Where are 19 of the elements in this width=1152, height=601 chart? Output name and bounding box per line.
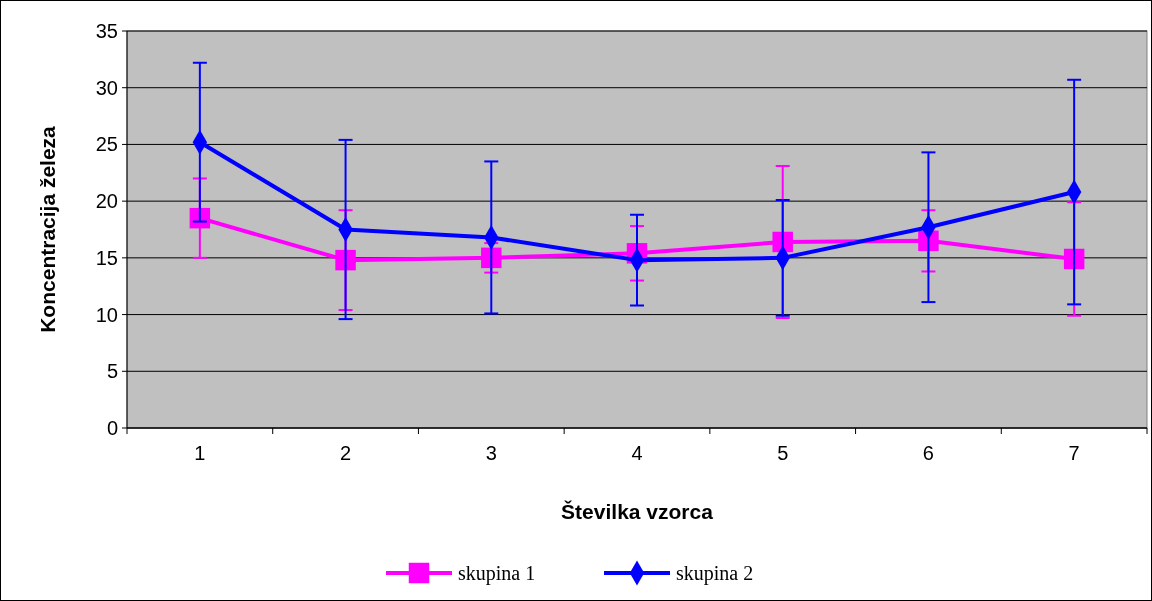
legend-label: skupina 1 xyxy=(458,562,536,585)
x-tick-label: 5 xyxy=(777,442,789,464)
y-tick-label: 30 xyxy=(95,76,118,99)
x-tick-label: 1 xyxy=(194,442,206,464)
x-axis-title: Številka vzorca xyxy=(561,500,714,523)
y-tick-label: 0 xyxy=(106,417,118,439)
x-tick-label: 2 xyxy=(340,442,352,464)
y-tick-label: 35 xyxy=(95,20,118,42)
y-tick-label: 20 xyxy=(95,190,118,213)
x-tick-label: 3 xyxy=(485,442,497,464)
y-axis-title: Koncentracija železa xyxy=(36,125,59,333)
y-tick-label: 5 xyxy=(106,360,118,383)
x-tick-label: 4 xyxy=(631,442,643,464)
y-tick-label: 10 xyxy=(95,303,118,326)
y-tick-label: 25 xyxy=(95,133,118,156)
legend-label: skupina 2 xyxy=(676,562,754,585)
x-tick-label: 7 xyxy=(1068,442,1080,464)
x-tick-label: 6 xyxy=(922,442,934,464)
y-tick-label: 15 xyxy=(95,246,118,269)
